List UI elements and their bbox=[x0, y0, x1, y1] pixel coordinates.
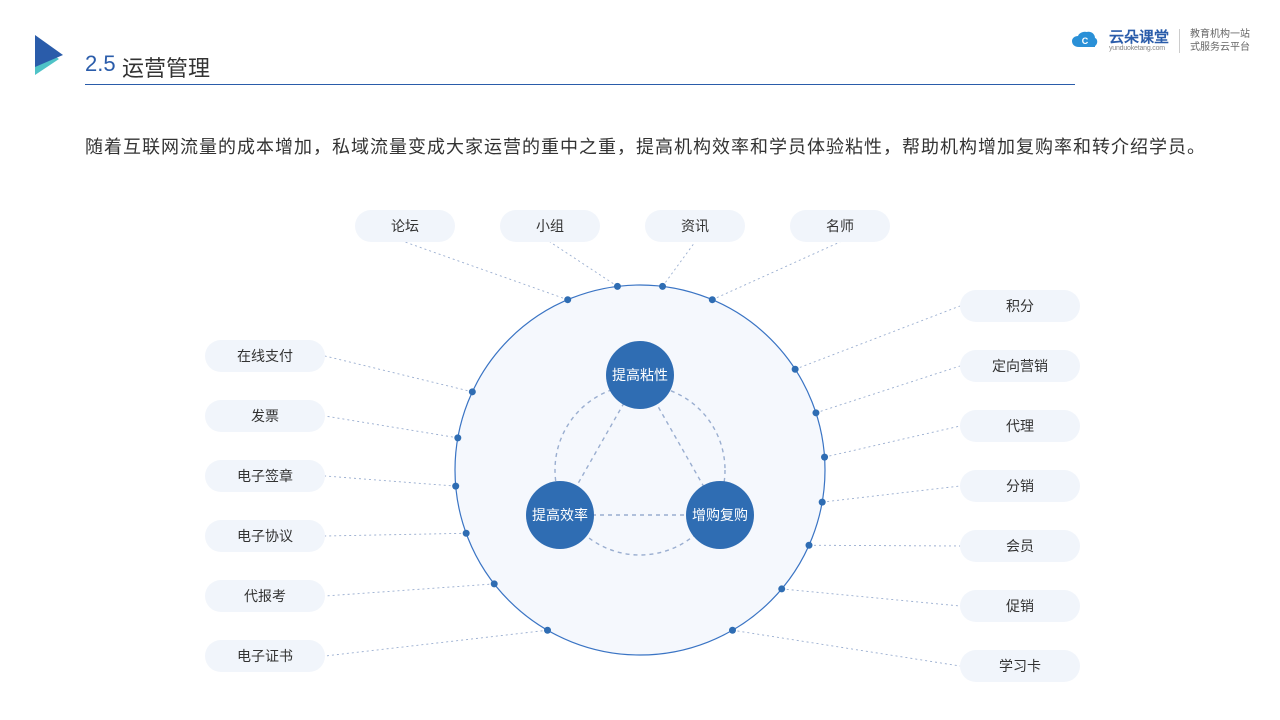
feature-pill: 发票 bbox=[205, 400, 325, 432]
feature-pill: 名师 bbox=[790, 210, 890, 242]
svg-text:C: C bbox=[1082, 36, 1089, 46]
feature-pill: 代报考 bbox=[205, 580, 325, 612]
feature-pill: 论坛 bbox=[355, 210, 455, 242]
feature-pill: 学习卡 bbox=[960, 650, 1080, 682]
title-underline bbox=[85, 84, 1075, 85]
logo-divider bbox=[1179, 29, 1180, 53]
feature-pill: 积分 bbox=[960, 290, 1080, 322]
logo-domain: yunduoketang.com bbox=[1109, 45, 1169, 52]
section-number: 2.5 bbox=[85, 51, 116, 77]
body-paragraph: 随着互联网流量的成本增加，私域流量变成大家运营的重中之重，提高机构效率和学员体验… bbox=[85, 130, 1220, 164]
feature-pill: 资讯 bbox=[645, 210, 745, 242]
feature-pill: 小组 bbox=[500, 210, 600, 242]
feature-pill: 分销 bbox=[960, 470, 1080, 502]
center-node: 提高粘性 bbox=[606, 341, 674, 409]
feature-pill: 代理 bbox=[960, 410, 1080, 442]
feature-pill: 电子协议 bbox=[205, 520, 325, 552]
feature-pill: 在线支付 bbox=[205, 340, 325, 372]
center-node: 提高效率 bbox=[526, 481, 594, 549]
logo-tagline: 教育机构一站 式服务云平台 bbox=[1190, 28, 1250, 54]
feature-pill: 促销 bbox=[960, 590, 1080, 622]
cloud-icon: C bbox=[1071, 31, 1099, 51]
feature-pill: 会员 bbox=[960, 530, 1080, 562]
logo-text: 云朵课堂 bbox=[1109, 30, 1169, 45]
feature-pill: 电子签章 bbox=[205, 460, 325, 492]
brand-logo: C 云朵课堂 yunduoketang.com 教育机构一站 式服务云平台 bbox=[1071, 28, 1250, 54]
section-title: 运营管理 bbox=[122, 51, 210, 83]
center-node: 增购复购 bbox=[686, 481, 754, 549]
corner-play-icon bbox=[35, 35, 65, 75]
feature-pill: 定向营销 bbox=[960, 350, 1080, 382]
feature-pill: 电子证书 bbox=[205, 640, 325, 672]
